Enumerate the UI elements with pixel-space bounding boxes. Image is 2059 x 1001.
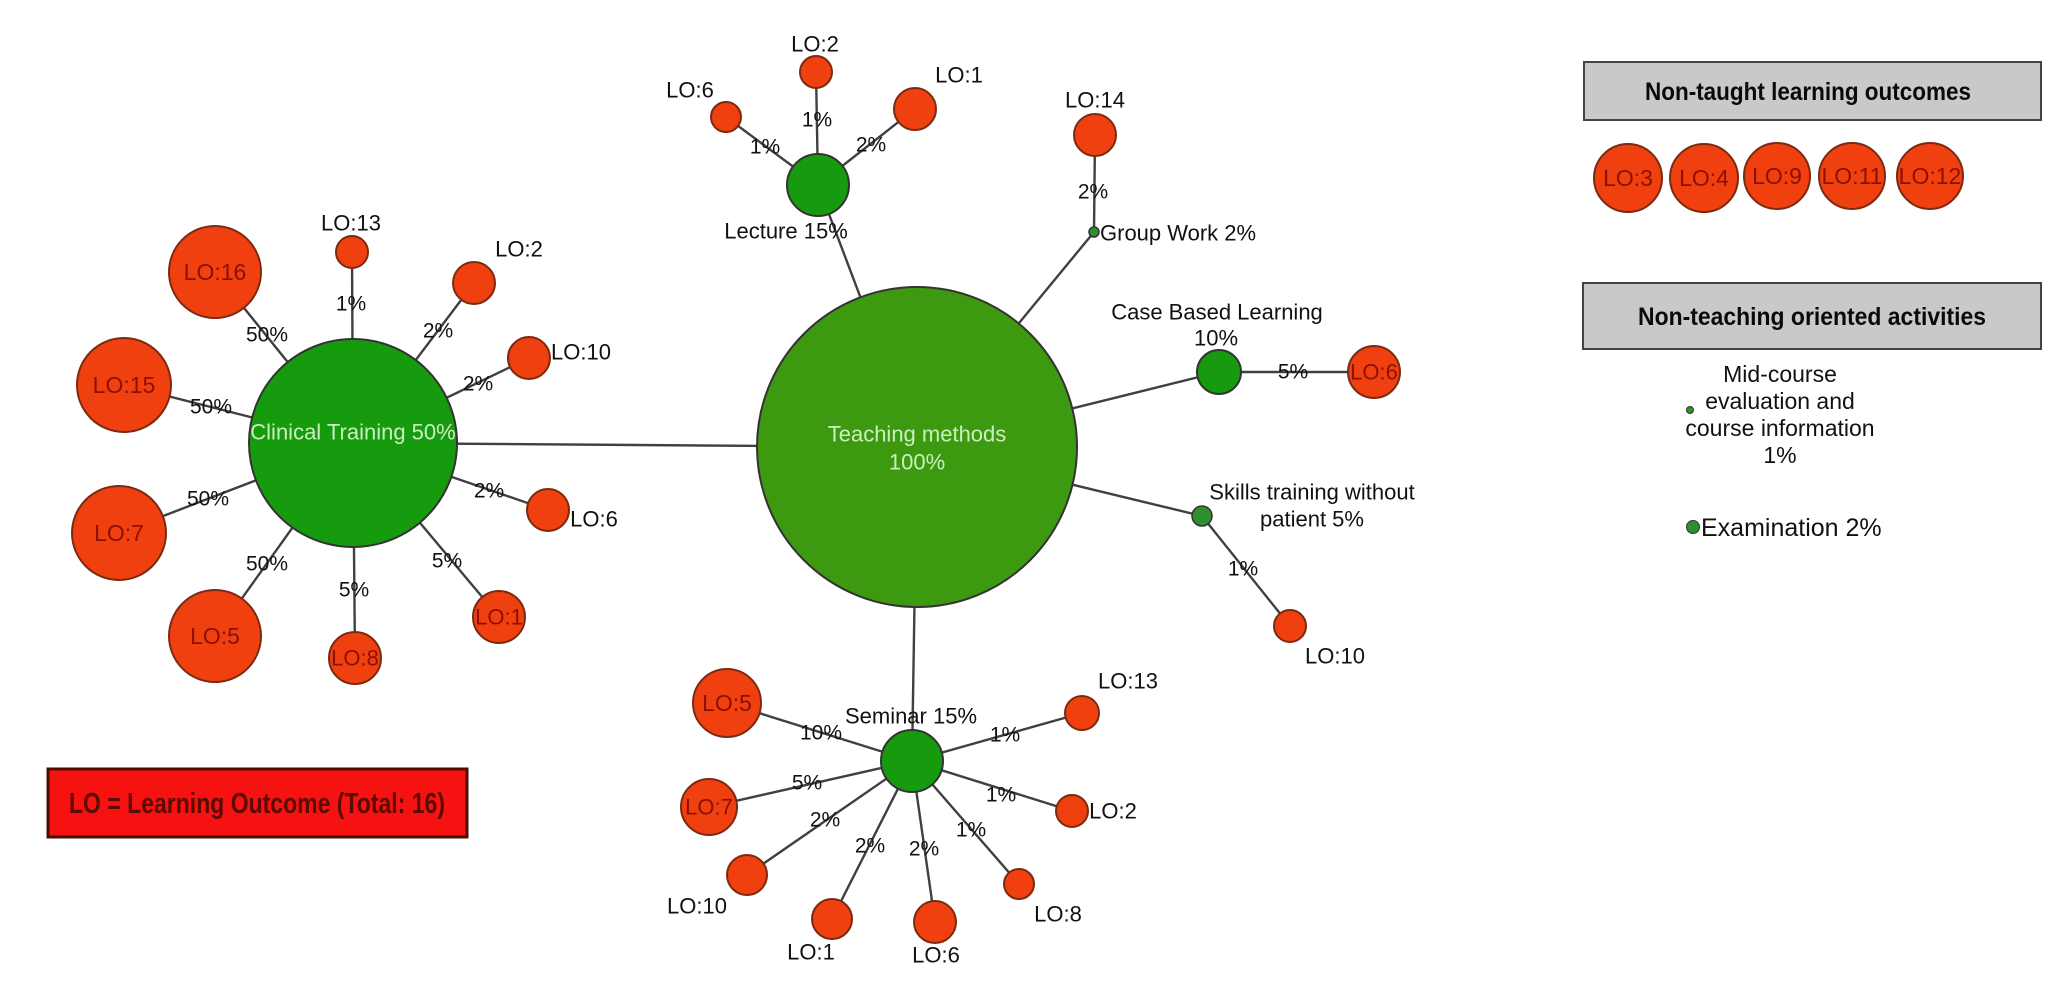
- svg-text:LO:11: LO:11: [1822, 163, 1883, 189]
- svg-text:2%: 2%: [810, 809, 840, 832]
- svg-text:LO:13: LO:13: [1098, 669, 1158, 694]
- svg-text:LO:5: LO:5: [190, 623, 240, 649]
- svg-text:LO:5: LO:5: [702, 690, 752, 716]
- svg-text:LO:6: LO:6: [570, 507, 618, 532]
- svg-text:LO:3: LO:3: [1603, 165, 1653, 191]
- svg-text:50%: 50%: [246, 553, 288, 576]
- svg-text:LO:1: LO:1: [935, 63, 983, 88]
- svg-text:50%: 50%: [246, 324, 288, 347]
- svg-text:Non-taught learning outcomes: Non-taught learning outcomes: [1645, 78, 1971, 106]
- svg-text:LO:8: LO:8: [1034, 902, 1082, 927]
- svg-text:Examination 2%: Examination 2%: [1701, 514, 1882, 542]
- svg-text:2%: 2%: [1078, 181, 1108, 204]
- svg-text:Teaching methods: Teaching methods: [828, 422, 1007, 447]
- svg-text:LO:14: LO:14: [1065, 88, 1125, 113]
- svg-text:100%: 100%: [889, 450, 945, 475]
- svg-text:course information: course information: [1685, 415, 1874, 441]
- svg-text:Non-teaching oriented activiti: Non-teaching oriented activities: [1638, 303, 1986, 331]
- svg-text:2%: 2%: [474, 480, 504, 503]
- svg-text:Case Based Learning: Case Based Learning: [1111, 300, 1323, 325]
- svg-text:LO:12: LO:12: [1899, 163, 1962, 189]
- svg-text:1%: 1%: [1228, 558, 1258, 581]
- svg-text:LO = Learning Outcome (Total:: LO = Learning Outcome (Total: 16): [69, 788, 445, 820]
- svg-text:2%: 2%: [856, 134, 886, 157]
- svg-text:5%: 5%: [792, 772, 822, 795]
- svg-text:2%: 2%: [423, 320, 453, 343]
- svg-text:LO:10: LO:10: [551, 340, 611, 365]
- svg-text:LO:10: LO:10: [1305, 644, 1365, 669]
- svg-text:Seminar 15%: Seminar 15%: [845, 704, 977, 729]
- svg-text:LO:7: LO:7: [94, 520, 144, 546]
- svg-text:LO:1: LO:1: [475, 605, 523, 630]
- svg-text:LO:15: LO:15: [93, 372, 156, 398]
- svg-text:1%: 1%: [956, 819, 986, 842]
- svg-text:Mid-course: Mid-course: [1723, 361, 1837, 387]
- svg-text:10%: 10%: [1194, 326, 1238, 351]
- svg-text:Group Work 2%: Group Work 2%: [1100, 221, 1256, 246]
- svg-text:1%: 1%: [1763, 442, 1796, 468]
- svg-text:LO:6: LO:6: [1350, 360, 1398, 385]
- svg-text:LO:7: LO:7: [685, 795, 733, 820]
- svg-text:LO:13: LO:13: [321, 211, 381, 236]
- svg-text:1%: 1%: [986, 784, 1016, 807]
- svg-text:50%: 50%: [187, 488, 229, 511]
- svg-text:LO:16: LO:16: [184, 259, 247, 285]
- svg-text:50%: 50%: [190, 396, 232, 419]
- svg-text:patient 5%: patient 5%: [1260, 507, 1364, 532]
- svg-text:LO:8: LO:8: [331, 646, 379, 671]
- svg-text:LO:2: LO:2: [1089, 799, 1137, 824]
- svg-text:Clinical Training 50%: Clinical Training 50%: [250, 420, 455, 445]
- svg-text:2%: 2%: [463, 373, 493, 396]
- svg-text:5%: 5%: [432, 550, 462, 573]
- svg-text:1%: 1%: [750, 136, 780, 159]
- svg-text:5%: 5%: [1278, 361, 1308, 384]
- svg-text:2%: 2%: [855, 835, 885, 858]
- svg-text:LO:6: LO:6: [912, 943, 960, 968]
- svg-text:Lecture 15%: Lecture 15%: [724, 219, 848, 244]
- svg-text:LO:1: LO:1: [787, 940, 835, 965]
- svg-text:LO:6: LO:6: [666, 78, 714, 103]
- svg-text:LO:2: LO:2: [791, 32, 839, 57]
- svg-text:10%: 10%: [800, 722, 842, 745]
- svg-text:evaluation and: evaluation and: [1705, 388, 1855, 414]
- svg-text:1%: 1%: [802, 109, 832, 132]
- svg-text:LO:10: LO:10: [667, 894, 727, 919]
- svg-text:1%: 1%: [990, 724, 1020, 747]
- svg-text:Skills training without: Skills training without: [1209, 480, 1414, 505]
- svg-text:LO:9: LO:9: [1752, 163, 1802, 189]
- svg-text:5%: 5%: [339, 579, 369, 602]
- svg-text:2%: 2%: [909, 838, 939, 861]
- svg-text:LO:2: LO:2: [495, 237, 543, 262]
- svg-text:1%: 1%: [336, 293, 366, 316]
- svg-text:LO:4: LO:4: [1679, 165, 1729, 191]
